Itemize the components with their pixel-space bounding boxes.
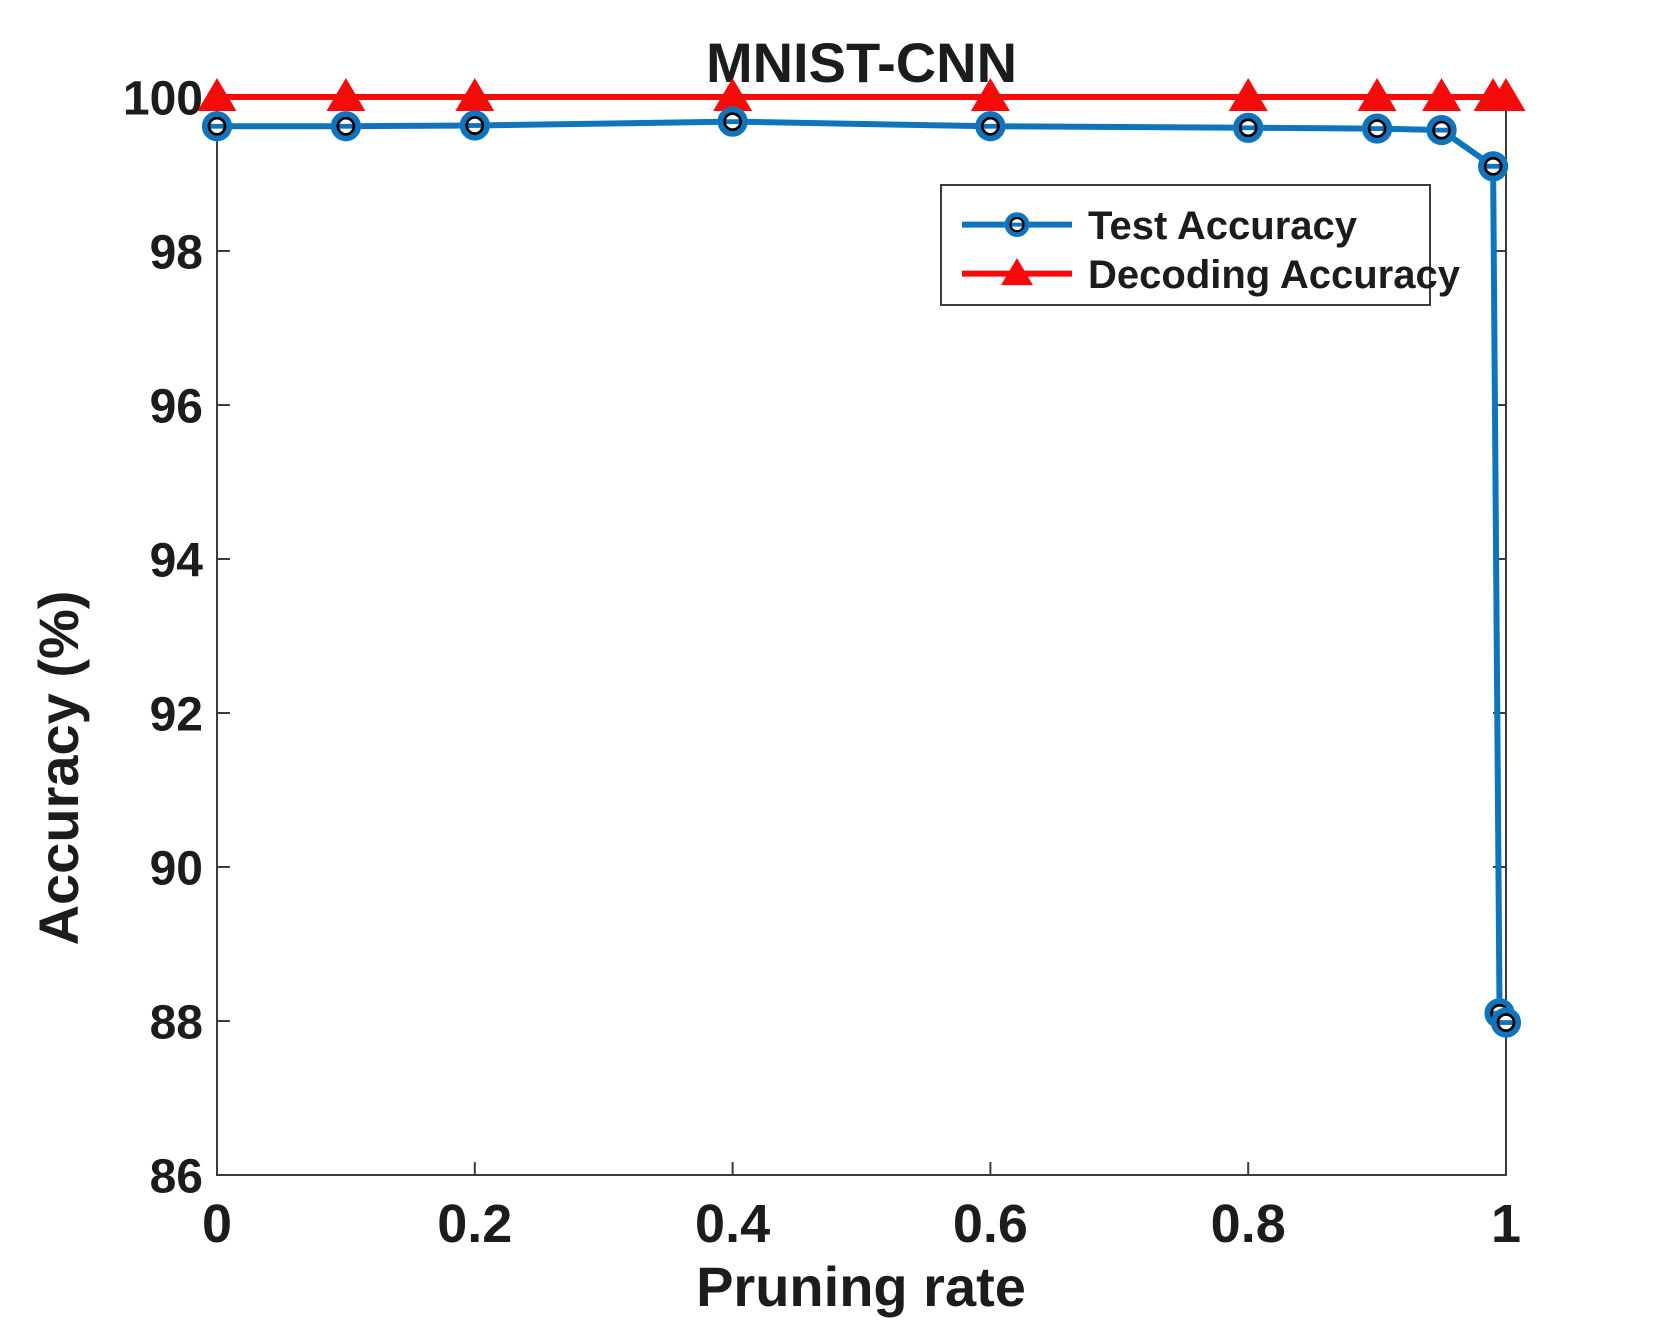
circle-marker (1233, 112, 1264, 143)
y-tick-label: 98 (150, 226, 203, 279)
circle-marker (717, 106, 748, 137)
legend-entry-decoding-accuracy: Decoding Accuracy (962, 253, 1461, 297)
triangle-marker (1422, 78, 1462, 111)
y-tick-label: 86 (150, 1150, 203, 1203)
triangle-marker (326, 78, 366, 111)
legend: Test Accuracy Decoding Accuracy (940, 184, 1461, 306)
circle-marker (1426, 115, 1457, 146)
y-tick-label: 94 (150, 534, 204, 587)
y-tick-label: 90 (150, 842, 203, 895)
triangle-marker (970, 78, 1010, 111)
y-tick-label: 88 (150, 996, 203, 1049)
triangle-marker (1228, 78, 1268, 111)
triangle-marker (1001, 258, 1033, 286)
triangle-marker (1486, 78, 1526, 111)
legend-label: Decoding Accuracy (1088, 253, 1461, 297)
y-tick-labels: 86 88 90 92 94 96 98 100 (123, 72, 203, 1203)
chart-title: MNIST-CNN (706, 31, 1017, 94)
circle-marker (1490, 1007, 1522, 1038)
x-axis-label: Pruning rate (696, 1255, 1026, 1318)
triangle-marker (1357, 78, 1397, 111)
y-tick-label: 100 (123, 72, 203, 125)
legend-label: Test Accuracy (1088, 204, 1358, 248)
triangle-marker (713, 78, 753, 111)
x-tick-label: 0.4 (695, 1194, 770, 1254)
circle-marker (1004, 212, 1030, 237)
circle-marker (459, 110, 490, 141)
circle-marker (330, 111, 362, 142)
circle-marker (1478, 151, 1509, 182)
circle-marker (1361, 113, 1393, 144)
x-tick-label: 0 (202, 1194, 232, 1254)
x-tick-label: 0.6 (953, 1194, 1028, 1254)
triangle-marker (455, 78, 495, 111)
y-tick-label: 92 (150, 688, 203, 741)
legend-entry-test-accuracy: Test Accuracy (962, 204, 1358, 248)
circle-marker (975, 111, 1006, 142)
y-axis-label: Accuracy (%) (27, 591, 90, 946)
x-tick-label: 0.8 (1211, 1194, 1286, 1254)
x-tick-label: 0.2 (437, 1194, 512, 1254)
y-tick-label: 96 (150, 380, 203, 433)
test-accuracy-markers (201, 106, 1522, 1038)
triangle-marker (197, 78, 237, 111)
circle-marker (201, 111, 233, 142)
x-tick-label: 1 (1491, 1194, 1521, 1254)
x-tick-labels: 0 0.2 0.4 0.6 0.8 1 (202, 1194, 1521, 1254)
decoding-accuracy-markers (197, 78, 1526, 111)
